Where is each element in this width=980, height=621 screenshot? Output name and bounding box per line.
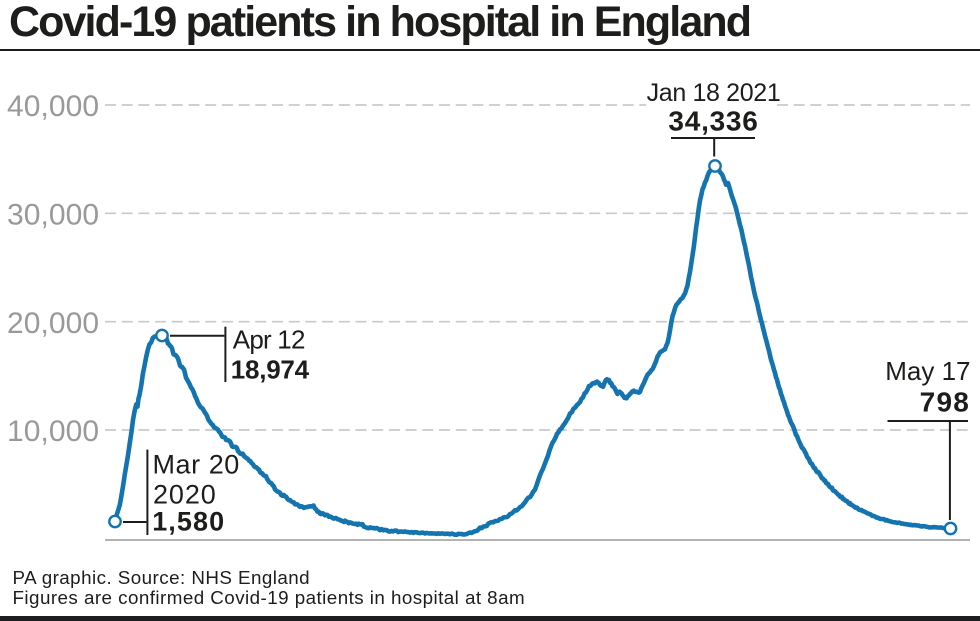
svg-text:1,580: 1,580 — [152, 507, 225, 537]
svg-text:18,974: 18,974 — [231, 355, 310, 385]
svg-text:Mar 20: Mar 20 — [153, 450, 240, 480]
svg-text:34,336: 34,336 — [668, 106, 758, 137]
svg-text:798: 798 — [920, 387, 970, 418]
svg-text:2020: 2020 — [153, 479, 217, 509]
svg-text:May 17: May 17 — [885, 356, 970, 386]
svg-text:30,000: 30,000 — [7, 199, 99, 232]
svg-text:Jan 18 2021: Jan 18 2021 — [647, 79, 781, 107]
svg-text:10,000: 10,000 — [7, 415, 99, 448]
svg-text:40,000: 40,000 — [7, 90, 99, 123]
svg-text:Apr 12: Apr 12 — [233, 324, 305, 354]
svg-text:20,000: 20,000 — [7, 307, 99, 340]
